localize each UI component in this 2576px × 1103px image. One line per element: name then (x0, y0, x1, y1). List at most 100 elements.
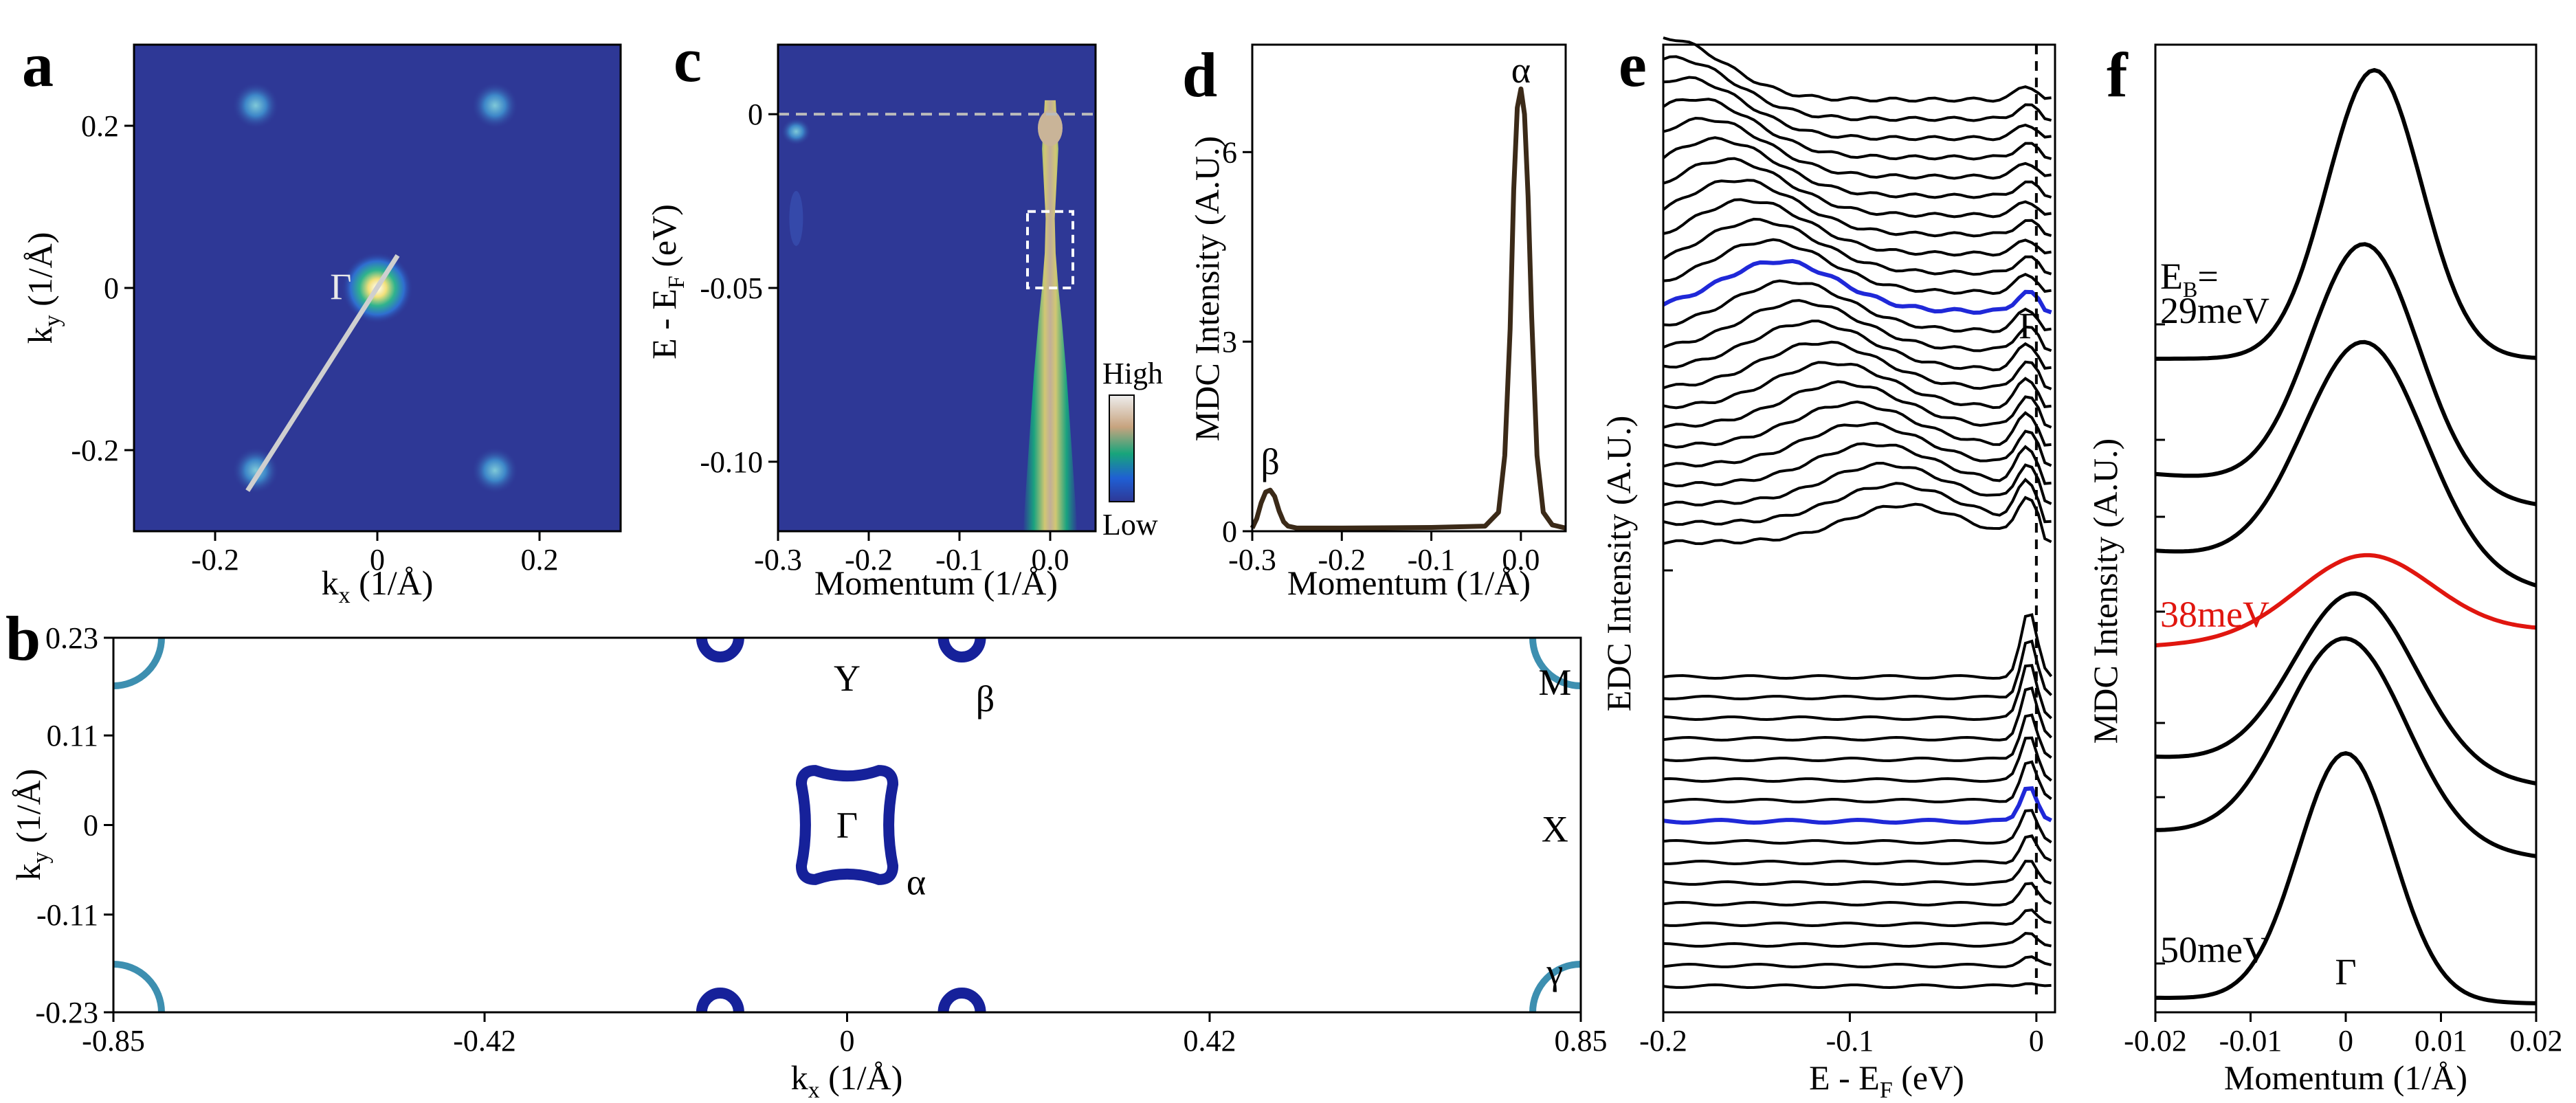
panel-e-upper-edc (1663, 495, 2052, 546)
panel-e-xlabel: E - EF (eV) (1809, 1058, 1964, 1103)
panel-f-mdc-curve (2155, 68, 2537, 361)
panel-c-xtick-label: 0.0 (1032, 543, 1069, 577)
panel-f-label-50mev: 50meV (2160, 929, 2269, 970)
panel-b-ytick-label: -0.11 (36, 898, 98, 932)
panel-e-upper-edc (1663, 299, 2052, 353)
panel-b-xtick-label: -0.42 (453, 1024, 516, 1058)
panel-f-mdc-curve (2155, 591, 2537, 786)
panel-a-xtick-label: 0 (370, 543, 385, 577)
panel-c-heatmap: -0.3 -0.2 -0.1 0.0 0 -0.05 -0.10 High Low Mome… (645, 43, 1163, 602)
panel-e-upper-edc (1663, 380, 2052, 429)
panel-c-ytick-label: 0 (748, 98, 763, 131)
panel-label-d: d (1182, 40, 1217, 110)
panel-f-ylabel: MDC Intensity (A.U.) (2086, 438, 2124, 744)
panel-f-frame (2154, 43, 2538, 1014)
panel-a-corner-spot (471, 447, 519, 494)
panel-a-corner-spot (471, 82, 519, 129)
panel-a-cut-line (245, 254, 400, 492)
panel-c-colorbar (1109, 394, 1135, 502)
panel-a-heatmap: Γ -0.2 0 0.2 0.2 0 -0.2 kx (1/Å) ky (1/Å) (21, 43, 622, 608)
panel-c-colorbar-high: High (1102, 357, 1163, 390)
panel-e-lower-edc (1663, 955, 2052, 969)
panel-a-ytick-label: 0.2 (81, 109, 119, 143)
panel-f-xtick-label: -0.02 (2124, 1024, 2187, 1058)
panel-e-lower-edc (1663, 932, 2052, 948)
panel-e-upper-edc (1663, 36, 2052, 103)
panel-e-lower-edc (1663, 834, 2052, 866)
panel-f-mdc-stack: -0.02 -0.01 0 0.01 0.02 EB= 29meV 38meV 50me… (2086, 43, 2563, 1097)
panel-e-lower-edc (1663, 686, 2053, 742)
panel-e-upper-edc (1663, 198, 2052, 257)
panel-c-beta-band (781, 118, 812, 146)
panel-e-upper-edc (1663, 400, 2052, 449)
panel-e-edc-stack: Γ -0.2 -0.1 0 E - EF (eV) EDC Intensity (A… (1599, 36, 2056, 1103)
panel-e-xtick-label: -0.1 (1826, 1024, 1874, 1058)
panel-d-ytick-label: 3 (1222, 325, 1237, 359)
panel-e-upper-edc (1663, 340, 2052, 390)
panel-label-c: c (674, 25, 702, 95)
panel-e-upper-edc (1662, 217, 2052, 276)
panel-e-upper-edc (1663, 55, 2052, 122)
panel-b-ylabel: ky (1/Å) (9, 769, 54, 881)
panel-d-series-line (1250, 86, 1566, 531)
panel-d-xtick-label: -0.2 (1318, 543, 1366, 577)
panel-e-upper-edc-highlight (1662, 258, 2052, 315)
panel-d-xlabel: Momentum (1/Å) (1287, 564, 1531, 602)
panel-e-upper-edc (1663, 478, 2052, 526)
panel-a-xtick-label: -0.2 (191, 543, 239, 577)
panel-e-upper-edc (1663, 442, 2052, 488)
panel-f-xtick-label: 0.02 (2510, 1024, 2563, 1058)
panel-e-upper-edc (1663, 462, 2052, 506)
panel-b-label-m: M (1538, 662, 1571, 703)
panel-c-xtick-label: -0.2 (845, 543, 893, 577)
panel-c-xlabel: Momentum (1/Å) (814, 564, 1058, 602)
panel-b-ytick-label: 0 (83, 809, 98, 843)
panel-label-b: b (5, 603, 41, 673)
panel-a-ytick-label: 0 (104, 271, 119, 305)
panel-e-gamma-label: Γ (2019, 305, 2040, 346)
panel-label-a: a (22, 30, 54, 100)
panel-b-xlabel: kx (1/Å) (791, 1058, 903, 1103)
panel-b-xtick-label: 0.85 (1555, 1024, 1608, 1058)
panel-e-ylabel: EDC Intensity (A.U.) (1599, 416, 1638, 712)
panel-e-lower-edc (1663, 882, 2052, 907)
panel-e-upper-edc (1663, 76, 2052, 142)
panel-f-mdc-curve (2155, 751, 2537, 1005)
panel-c-alpha-band-top (1038, 110, 1063, 146)
panel-f-eb-label: EB= (2160, 256, 2219, 302)
panel-e-lower-edc (1663, 809, 2052, 845)
panel-f-mdc-curve (2155, 339, 2537, 588)
panel-e-lower-edc (1663, 713, 2052, 763)
panel-f-label-29mev: 29meV (2160, 290, 2269, 331)
panel-e-upper-edc (1663, 116, 2052, 180)
panel-c-xtick-label: -0.1 (935, 543, 984, 577)
panel-f-mdc-curve (2155, 636, 2537, 858)
panel-f-gamma-label: Γ (2335, 951, 2356, 992)
panel-d-ytick-label: 0 (1222, 515, 1237, 548)
panel-d-ytick-label: 6 (1222, 135, 1237, 169)
panel-e-upper-edc (1663, 279, 2052, 333)
panel-e-xtick-label: 0 (2029, 1024, 2044, 1058)
panel-b-ytick-label: 0.11 (47, 719, 98, 753)
panel-b-label-alpha: α (907, 861, 926, 902)
panel-a-gamma-label: Γ (330, 266, 351, 307)
panel-a-xtick-label: 0.2 (521, 543, 559, 577)
panel-b-ytick-label: 0.23 (45, 621, 98, 655)
panel-b-label-beta: β (976, 678, 995, 720)
panel-e-lower-edc (1663, 613, 2053, 680)
panel-b-beta-pocket (696, 638, 744, 662)
panel-c-colorbar-low: Low (1102, 508, 1158, 542)
panel-c-beta-band-tail (789, 190, 803, 246)
panel-a-corner-spot (232, 82, 279, 129)
panel-f-xlabel: Momentum (1/Å) (2224, 1058, 2467, 1097)
panel-f-label-38mev: 38meV (2160, 594, 2269, 635)
panel-b-beta-pocket (937, 638, 986, 662)
panel-e-upper-edc (1662, 179, 2052, 238)
panel-e-upper-edc (1663, 361, 2052, 410)
panel-e-lower-edc (1663, 736, 2052, 783)
panel-d-xtick-label: 0.0 (1502, 543, 1540, 577)
panel-e-xtick-label: -0.2 (1639, 1024, 1687, 1058)
panel-e-upper-edc (1663, 320, 2052, 372)
